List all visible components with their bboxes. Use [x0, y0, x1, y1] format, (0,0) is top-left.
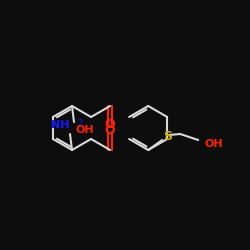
Text: O: O: [105, 118, 116, 132]
Text: S: S: [163, 130, 172, 142]
Text: OH: OH: [76, 125, 94, 135]
Text: 2: 2: [77, 118, 82, 128]
Text: OH: OH: [204, 139, 223, 149]
Text: O: O: [105, 124, 116, 138]
Text: NH: NH: [50, 120, 69, 130]
